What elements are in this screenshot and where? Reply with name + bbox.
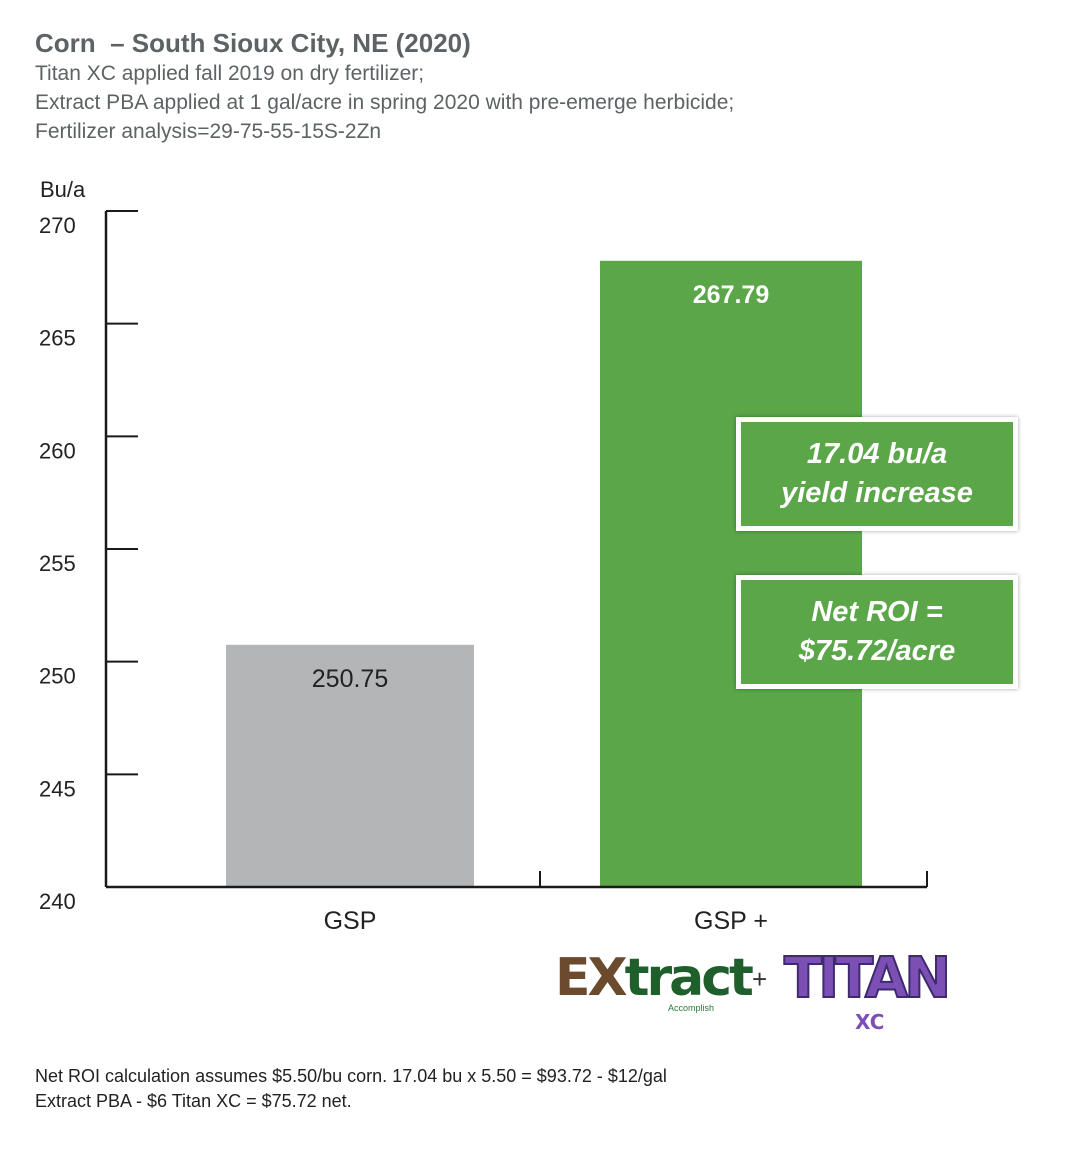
bar-value-label: 267.79 bbox=[693, 281, 769, 309]
yield-increase-callout: 17.04 bu/a yield increase bbox=[736, 417, 1018, 531]
y-tick-label: 260 bbox=[39, 438, 76, 463]
footnote-line-2: Extract PBA - $6 Titan XC = $75.72 net. bbox=[35, 1091, 352, 1111]
yield-callout-line-2: yield increase bbox=[781, 477, 973, 509]
y-tick-label: 250 bbox=[39, 664, 76, 689]
titan-logo: TITAN bbox=[783, 945, 952, 1012]
y-tick-label: 240 bbox=[39, 889, 76, 914]
extract-logo-rest: tract bbox=[624, 948, 754, 1008]
x-tick-label: GSP + bbox=[694, 907, 768, 935]
logo-plus-sign: + bbox=[752, 964, 768, 994]
bar-gsp bbox=[600, 260, 862, 887]
extract-logo-subtext: Accomplish bbox=[668, 1003, 715, 1013]
y-tick-label: 255 bbox=[39, 551, 76, 576]
subtitle-line-3: Fertilizer analysis=29-75-55-15S-2Zn bbox=[35, 120, 382, 143]
yield-callout-line-1: 17.04 bu/a bbox=[806, 438, 948, 470]
bar-gsp bbox=[226, 644, 474, 887]
extract-logo-x: EX bbox=[555, 948, 628, 1008]
y-tick-label: 265 bbox=[39, 326, 76, 351]
footnote: Net ROI calculation assumes $5.50/bu cor… bbox=[35, 1064, 667, 1114]
roi-callout-line-1: Net ROI = bbox=[811, 596, 943, 628]
chart-title: Corn – South Sioux City, NE (2020) bbox=[35, 28, 471, 58]
y-tick-label: 270 bbox=[39, 213, 76, 238]
footnote-line-1: Net ROI calculation assumes $5.50/bu cor… bbox=[35, 1066, 667, 1086]
subtitle-line-2: Extract PBA applied at 1 gal/acre in spr… bbox=[35, 91, 735, 114]
y-tick-label: 245 bbox=[39, 776, 76, 801]
net-roi-callout: Net ROI = $75.72/acre bbox=[736, 575, 1018, 689]
titan-logo-xc: XC bbox=[855, 1010, 885, 1034]
extract-logo: EXtract bbox=[555, 948, 754, 1008]
x-tick-label: GSP bbox=[324, 907, 377, 935]
bar-value-label: 250.75 bbox=[312, 665, 388, 693]
roi-callout-line-2: $75.72/acre bbox=[798, 635, 956, 667]
y-axis-label: Bu/a bbox=[40, 177, 86, 202]
subtitle-line-1: Titan XC applied fall 2019 on dry fertil… bbox=[35, 62, 425, 85]
